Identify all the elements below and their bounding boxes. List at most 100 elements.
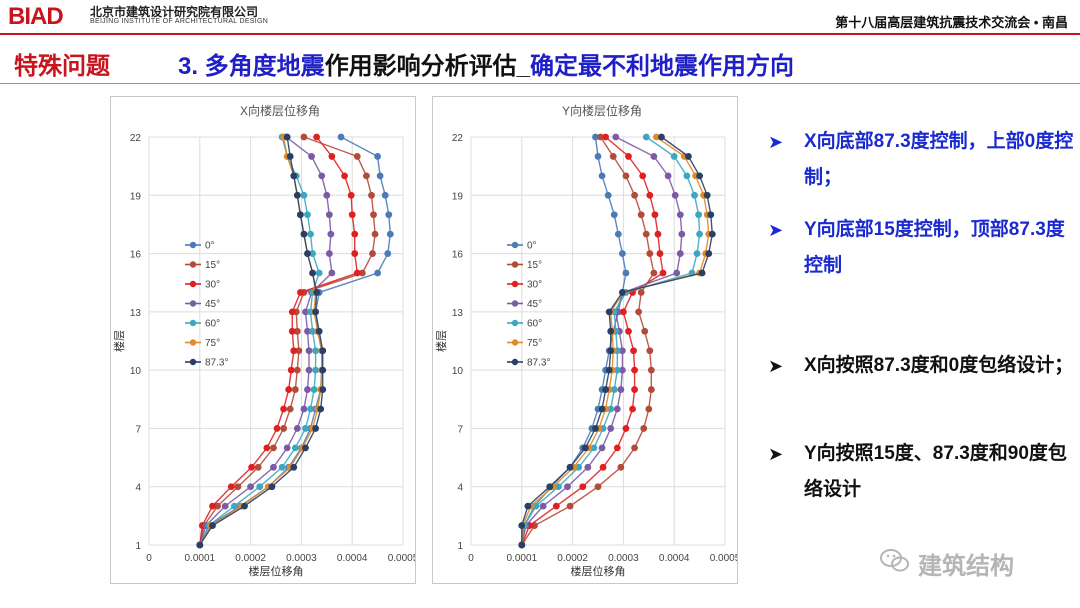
data-point [653, 133, 660, 141]
series-line [199, 136, 392, 546]
data-point [384, 250, 392, 257]
data-point [671, 191, 679, 199]
y-tick-label: 10 [130, 366, 142, 377]
data-point [296, 211, 304, 219]
data-point [656, 250, 664, 257]
data-point [214, 502, 221, 510]
data-point [280, 405, 288, 413]
data-point [288, 308, 296, 316]
data-point [270, 444, 277, 452]
data-point [566, 502, 574, 510]
y-axis-label: 楼层 [112, 330, 126, 352]
data-point [278, 463, 286, 471]
y-tick-label: 7 [457, 424, 463, 435]
chart-title: Y向楼层位移角 [562, 103, 642, 118]
data-point [610, 386, 618, 393]
y-tick-label: 16 [130, 250, 142, 261]
biad-logo: BIAD [8, 3, 64, 30]
data-point [273, 425, 281, 432]
data-point [605, 366, 613, 374]
y-tick-label: 19 [452, 191, 464, 202]
data-point [566, 463, 574, 471]
conference-title: 第十八届高层建筑抗震技术交流会 • 南昌 [835, 15, 1068, 30]
data-point [227, 483, 235, 491]
data-point [607, 327, 615, 335]
bullet-text: X向按照87.3度和0度包络设计； [804, 355, 1074, 376]
y-tick-label: 1 [457, 541, 463, 552]
data-point [312, 347, 320, 355]
y-drift-chart-frame: Y向楼层位移角 0 0.0001 0.0002 0.0003 0.0004 0.0005 1 4… [432, 96, 741, 584]
data-point [309, 327, 316, 335]
org-name-cn: 北京市建筑设计研究院有限公司 [90, 5, 259, 19]
data-point [293, 366, 301, 374]
data-point [196, 541, 204, 549]
data-point [620, 308, 627, 316]
x-tick-label: 0.0001 [185, 553, 216, 564]
series-line [199, 136, 359, 546]
data-point [348, 211, 356, 219]
slide-heading: 3. 多角度地震作用影响分析评估_确定最不利地震作用方向 [178, 46, 794, 81]
data-point [609, 153, 617, 160]
legend-label: 87.3° [527, 358, 550, 369]
x-tick-label: 0 [146, 553, 152, 564]
data-point [328, 153, 336, 160]
series-line [199, 136, 376, 546]
data-point [291, 386, 299, 393]
legend-marker [511, 280, 519, 288]
data-point [300, 405, 308, 413]
data-point [302, 444, 309, 452]
data-point [293, 327, 301, 335]
data-point [617, 386, 625, 393]
data-point [312, 366, 320, 374]
data-point [705, 250, 713, 257]
data-point [598, 172, 606, 180]
series-line [199, 136, 320, 546]
data-point [309, 269, 316, 277]
data-point [670, 153, 678, 160]
legend-marker [189, 339, 197, 346]
legend-marker [189, 300, 197, 307]
data-point [641, 327, 649, 335]
data-point [209, 522, 216, 529]
data-point [254, 463, 262, 471]
legend-marker [189, 358, 197, 366]
data-point [300, 191, 308, 199]
data-point [323, 191, 331, 199]
data-point [691, 191, 698, 199]
data-point [693, 250, 701, 257]
data-point [654, 230, 662, 238]
data-point [618, 366, 626, 374]
data-point [370, 211, 377, 219]
data-point [637, 211, 645, 219]
data-point [552, 502, 560, 510]
data-point [658, 133, 665, 141]
data-point [622, 172, 630, 180]
y-tick-label: 13 [452, 308, 464, 319]
x-tick-label: 0.0003 [608, 553, 639, 564]
arrow-icon: ➤ [768, 356, 784, 376]
data-point [647, 386, 655, 393]
y-tick-label: 1 [135, 541, 141, 552]
data-point [287, 366, 295, 374]
data-point [610, 211, 618, 219]
data-point [622, 269, 630, 277]
data-point [385, 211, 393, 219]
data-point [629, 405, 636, 413]
y-axis-label: 楼层 [434, 330, 448, 352]
data-point [221, 502, 229, 510]
y-tick-label: 4 [135, 483, 141, 494]
series-line [199, 136, 333, 546]
data-point [325, 211, 333, 219]
x-tick-label: 0.0005 [388, 553, 415, 564]
legend-marker [511, 319, 519, 327]
data-point [707, 211, 715, 219]
data-point [618, 347, 626, 355]
data-point [659, 269, 667, 277]
x-axis-label: 楼层位移角 [249, 564, 304, 578]
legend-label: 15° [527, 260, 542, 271]
data-point [639, 172, 647, 180]
data-point [305, 347, 313, 355]
legend-label: 15° [205, 260, 220, 271]
data-point [594, 483, 602, 491]
data-point [319, 347, 327, 355]
